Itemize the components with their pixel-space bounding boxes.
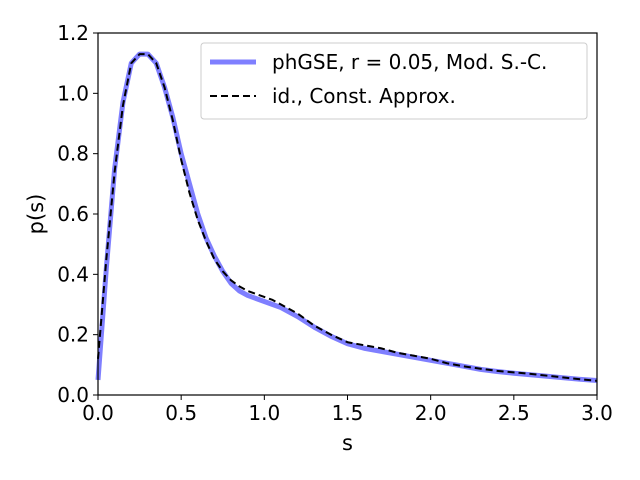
- legend-box: [200, 42, 588, 120]
- x-tick-label: 1.0: [248, 401, 280, 425]
- y-tick-label: 0.4: [57, 262, 89, 286]
- y-tick-label: 0.6: [57, 202, 89, 226]
- y-tick-label: 0.8: [57, 142, 89, 166]
- x-tick-label: 0.5: [165, 401, 197, 425]
- legend-label-series-2: id., Const. Approx.: [272, 84, 456, 108]
- x-tick-label: 2.5: [498, 401, 530, 425]
- legend-label-series-1: phGSE, r = 0.05, Mod. S.-C.: [272, 50, 547, 74]
- y-tick-label: 0.0: [57, 383, 89, 407]
- plot-lines: [95, 51, 598, 384]
- x-axis-label: s: [342, 431, 353, 455]
- x-tick-label: 1.5: [332, 401, 364, 425]
- x-tick-label: 3.0: [581, 401, 613, 425]
- legend: phGSE, r = 0.05, Mod. S.-C. id., Const. …: [200, 42, 588, 120]
- x-tick-label: 2.0: [415, 401, 447, 425]
- y-tick-label: 1.0: [57, 81, 89, 105]
- series-line-2: [97, 53, 598, 382]
- y-axis-ticks: 0.0 0.2 0.4 0.6 0.8 1.0 1.2: [57, 21, 98, 407]
- x-axis-ticks: 0.0 0.5 1.0 1.5 2.0 2.5 3.0: [82, 395, 613, 425]
- y-tick-label: 0.2: [57, 323, 89, 347]
- x-tick-label: 0.0: [82, 401, 114, 425]
- y-tick-label: 1.2: [57, 21, 89, 45]
- y-axis-label: p(s): [24, 194, 48, 235]
